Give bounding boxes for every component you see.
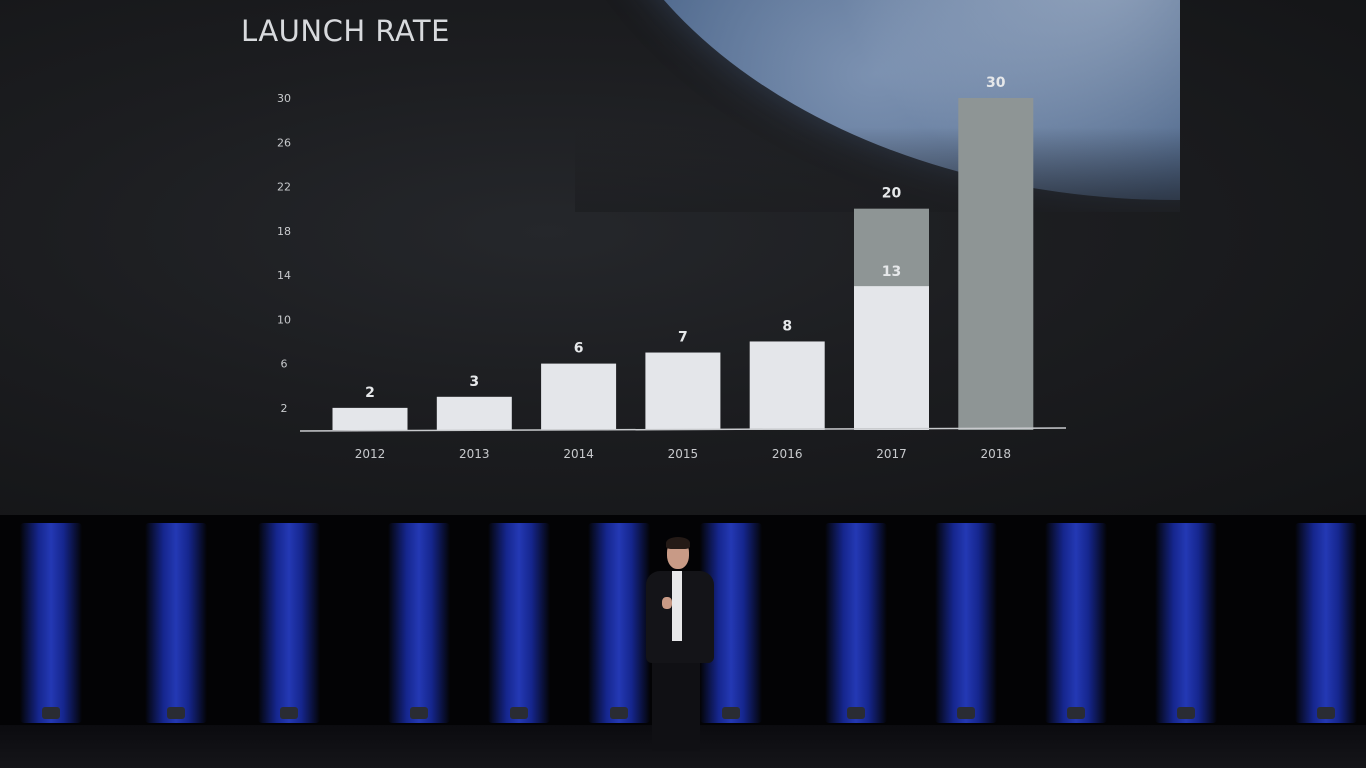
- x-tick-label: 2012: [355, 447, 386, 461]
- bar: [958, 98, 1034, 430]
- floor-light: [610, 707, 628, 719]
- curtain-light: [935, 523, 997, 723]
- floor-light: [280, 707, 298, 719]
- bar: [436, 396, 512, 430]
- bar: [645, 352, 721, 430]
- floor-light: [847, 707, 865, 719]
- x-tick-label: 2014: [563, 447, 594, 461]
- speaker: [640, 537, 720, 768]
- y-tick-label: 26: [277, 136, 291, 149]
- y-tick-label: 30: [277, 92, 291, 105]
- bar-segment: [854, 286, 929, 430]
- curtain-light: [1155, 523, 1217, 723]
- curtain-light: [388, 523, 450, 723]
- curtain-light: [145, 523, 207, 723]
- curtain-light: [488, 523, 550, 723]
- y-tick-label: 6: [281, 358, 288, 371]
- speaker-hair: [666, 537, 690, 549]
- y-tick-label: 10: [277, 313, 291, 326]
- x-tick-label: 2015: [668, 447, 699, 461]
- floor-light: [957, 707, 975, 719]
- bar: [332, 407, 408, 430]
- speaker-legs: [652, 659, 700, 751]
- floor-light: [42, 707, 60, 719]
- presentation-screen: LAUNCH RATE 2 6 10 14 18 22 26 30 2 2012 3 2013 6 201…: [0, 0, 1366, 515]
- curtain-light: [825, 523, 887, 723]
- curtain-light: [588, 523, 650, 723]
- x-axis-line: [299, 427, 1067, 432]
- speaker-shirt: [672, 571, 682, 641]
- bar-value-label: 6: [574, 341, 584, 357]
- x-tick-label: 2016: [772, 447, 803, 461]
- x-tick-label: 2018: [981, 447, 1012, 461]
- bar-value-label: 20: [882, 186, 902, 202]
- stage: [0, 515, 1366, 768]
- y-tick-label: 22: [277, 181, 291, 194]
- bar-inner-value-label: 13: [882, 264, 901, 280]
- y-tick-label: 2: [281, 402, 288, 415]
- floor-light: [167, 707, 185, 719]
- floor-light: [510, 707, 528, 719]
- floor-light: [1177, 707, 1195, 719]
- floor-light: [1317, 707, 1335, 719]
- y-tick-label: 18: [277, 225, 291, 238]
- floor-light: [722, 707, 740, 719]
- floor-light: [410, 707, 428, 719]
- floor-light: [1067, 707, 1085, 719]
- bar-chart: 2610141822263022012320136201472015820161…: [277, 75, 1067, 461]
- bar-value-label: 8: [782, 318, 792, 334]
- y-tick-label: 14: [277, 269, 291, 282]
- chart-title: LAUNCH RATE: [241, 14, 450, 48]
- speaker-hand: [662, 597, 672, 609]
- bar: [749, 341, 825, 430]
- curtain-light: [258, 523, 320, 723]
- x-tick-label: 2013: [459, 447, 490, 461]
- curtain-light: [20, 523, 82, 723]
- curtain-light: [1045, 523, 1107, 723]
- x-tick-label: 2017: [876, 447, 907, 461]
- bar-value-label: 30: [986, 75, 1006, 91]
- bar: [541, 363, 617, 430]
- bar-value-label: 3: [469, 374, 479, 390]
- earth-fade: [575, 0, 1180, 212]
- bar-value-label: 2: [365, 385, 375, 401]
- earth-image: [575, 0, 1180, 212]
- curtain-light: [1295, 523, 1357, 723]
- bar-value-label: 7: [678, 330, 688, 346]
